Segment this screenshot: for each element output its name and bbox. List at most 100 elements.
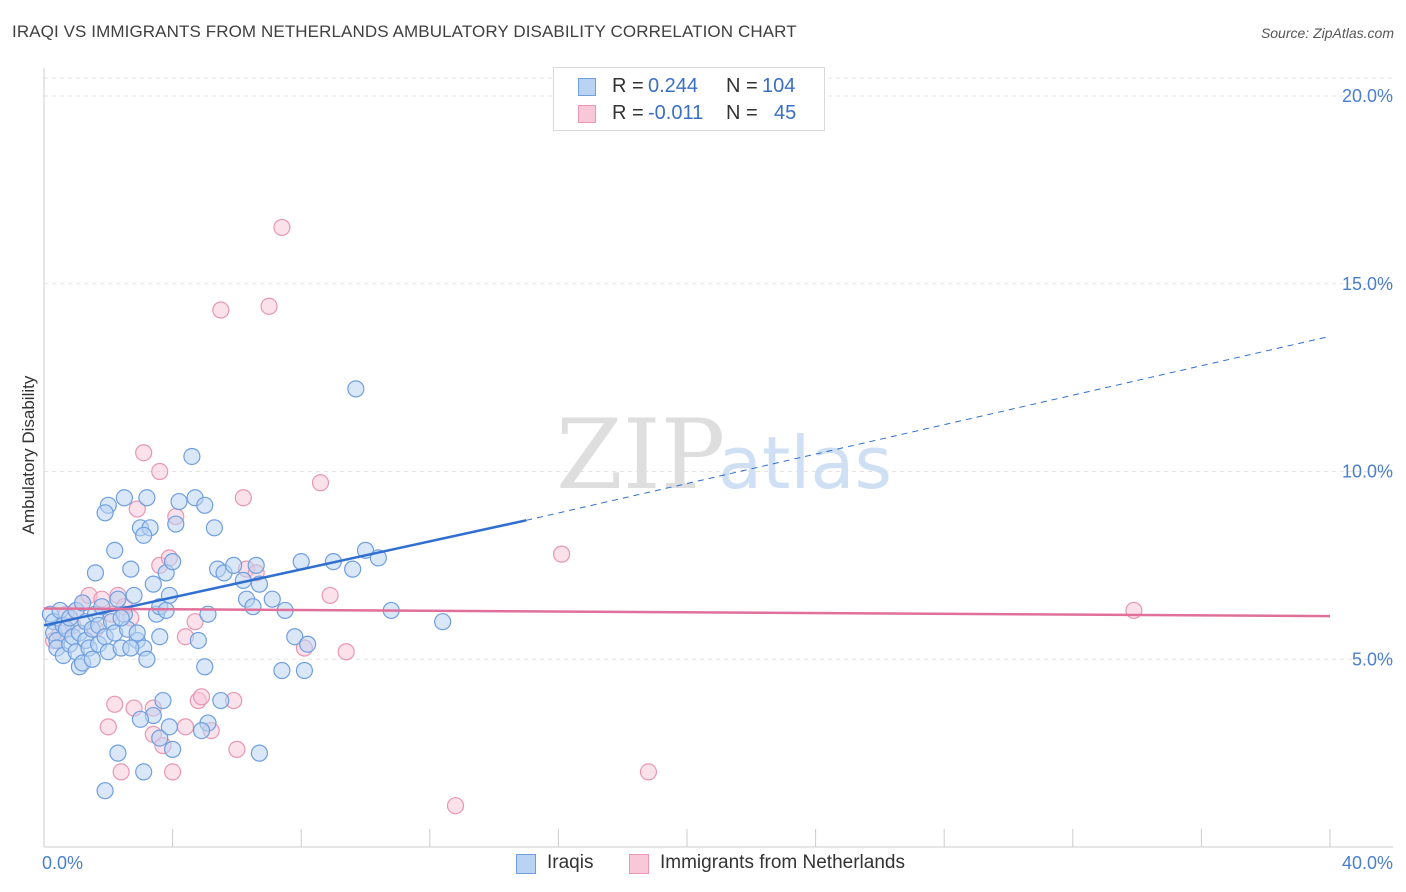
iraqis-point <box>151 729 169 747</box>
netherlands-trend-line <box>43 607 1331 618</box>
netherlands-point <box>311 474 330 492</box>
bottom-legend-iraqis-label: Iraqis <box>547 852 594 873</box>
iraqis-point <box>434 613 452 631</box>
netherlands-point <box>212 301 230 319</box>
legend-r-value: 0.244 <box>648 75 699 97</box>
iraqis-point <box>196 496 214 514</box>
iraqis-point <box>189 631 207 650</box>
iraqis-trend-extension <box>526 335 1331 521</box>
legend-r-label: R = <box>612 102 644 124</box>
legend-r-value: -0.011 <box>648 102 704 124</box>
iraqis-point <box>347 380 365 398</box>
iraqis-point <box>160 586 178 605</box>
iraqis-point <box>138 489 156 507</box>
iraqis-point <box>244 598 262 616</box>
tick-labels: 5.0% 10.0% 15.0% 20.0% <box>1342 86 1393 669</box>
source-label: Source: ZipAtlas.com <box>1260 25 1394 41</box>
iraqis-point <box>73 594 92 612</box>
netherlands-point <box>176 718 195 736</box>
iraqis-point <box>86 564 105 582</box>
netherlands-point <box>639 763 658 781</box>
iraqis-point <box>154 691 172 710</box>
x-tick-right: 40.0% <box>1342 853 1393 873</box>
iraqis-point <box>151 628 169 646</box>
iraqis-point <box>83 650 101 668</box>
netherlands-point <box>234 489 252 507</box>
iraqis-point <box>344 560 362 578</box>
watermark-atlas: atlas <box>718 421 892 505</box>
legend-r-label: R = <box>612 75 644 97</box>
legend-row-iraqis: R = 0.244 N = 104 <box>554 73 824 101</box>
netherlands-point <box>186 613 204 631</box>
netherlands-point <box>99 718 117 736</box>
trend-lines <box>43 335 1331 627</box>
netherlands-point <box>553 545 571 563</box>
iraqis-point <box>170 492 188 511</box>
iraqis-point <box>96 504 114 522</box>
iraqis-point <box>122 639 140 657</box>
iraqis-point <box>109 744 127 762</box>
bottom-swatch-iraqis <box>516 854 536 874</box>
iraqis-point <box>115 489 133 507</box>
netherlands-point <box>106 695 124 713</box>
netherlands-point <box>128 500 146 518</box>
netherlands-point <box>228 740 246 758</box>
legend-swatch-iraqis <box>578 78 596 96</box>
iraqis-point <box>160 718 178 736</box>
iraqis-point <box>164 553 182 571</box>
chart-title: IRAQI VS IMMIGRANTS FROM NETHERLANDS AMB… <box>12 22 797 41</box>
y-axis-title: Ambulatory Disability <box>19 375 38 534</box>
legend-row-netherlands: R = -0.011 N = 45 <box>554 100 824 128</box>
iraqis-points <box>41 380 452 800</box>
netherlands-point <box>192 688 211 706</box>
legend-n-value: 104 <box>762 75 796 97</box>
legend-n-label: N = <box>726 75 758 97</box>
legend-swatch-netherlands <box>578 105 596 123</box>
iraqis-point <box>273 661 291 680</box>
axes <box>43 68 1393 848</box>
bottom-legend-netherlands-label: Immigrants from Netherlands <box>660 852 905 873</box>
iraqis-point <box>205 519 223 537</box>
y-tick-label: 10.0% <box>1342 462 1393 482</box>
watermark: ZIP atlas <box>556 399 892 511</box>
netherlands-point <box>164 763 182 781</box>
netherlands-point <box>151 462 169 481</box>
y-tick-label: 15.0% <box>1342 274 1393 294</box>
iraqis-point <box>109 590 127 608</box>
netherlands-point <box>446 797 465 815</box>
netherlands-point <box>337 643 355 661</box>
iraqis-point <box>192 721 211 740</box>
iraqis-point <box>286 628 304 646</box>
iraqis-point <box>299 635 317 653</box>
iraqis-point <box>96 782 114 800</box>
iraqis-point <box>135 763 153 781</box>
iraqis-point <box>138 650 156 668</box>
iraqis-point <box>225 556 243 574</box>
iraqis-point <box>247 556 265 574</box>
bottom-swatch-netherlands <box>629 854 649 874</box>
iraqis-point <box>135 526 153 544</box>
iraqis-point <box>125 586 143 605</box>
y-tick-label: 20.0% <box>1342 86 1393 106</box>
legend-n-value: 45 <box>774 102 797 124</box>
iraqis-point <box>196 658 214 676</box>
x-tick-left: 0.0% <box>42 853 83 873</box>
iraqis-point <box>183 447 201 466</box>
iraqis-point <box>128 624 146 642</box>
iraqis-point <box>112 609 130 627</box>
iraqis-point <box>131 710 150 728</box>
y-tick-label: 5.0% <box>1352 649 1393 669</box>
iraqis-point <box>122 560 140 578</box>
iraqis-point <box>93 598 111 616</box>
legend-n-label: N = <box>726 102 758 124</box>
iraqis-point <box>106 541 124 559</box>
iraqis-point <box>295 661 314 680</box>
netherlands-point <box>273 218 291 237</box>
iraqis-point <box>250 744 269 762</box>
watermark-zip: ZIP <box>556 399 725 511</box>
iraqis-point <box>212 691 230 710</box>
netherlands-point <box>135 444 153 462</box>
iraqis-point <box>144 575 162 593</box>
iraqis-point <box>263 590 281 608</box>
